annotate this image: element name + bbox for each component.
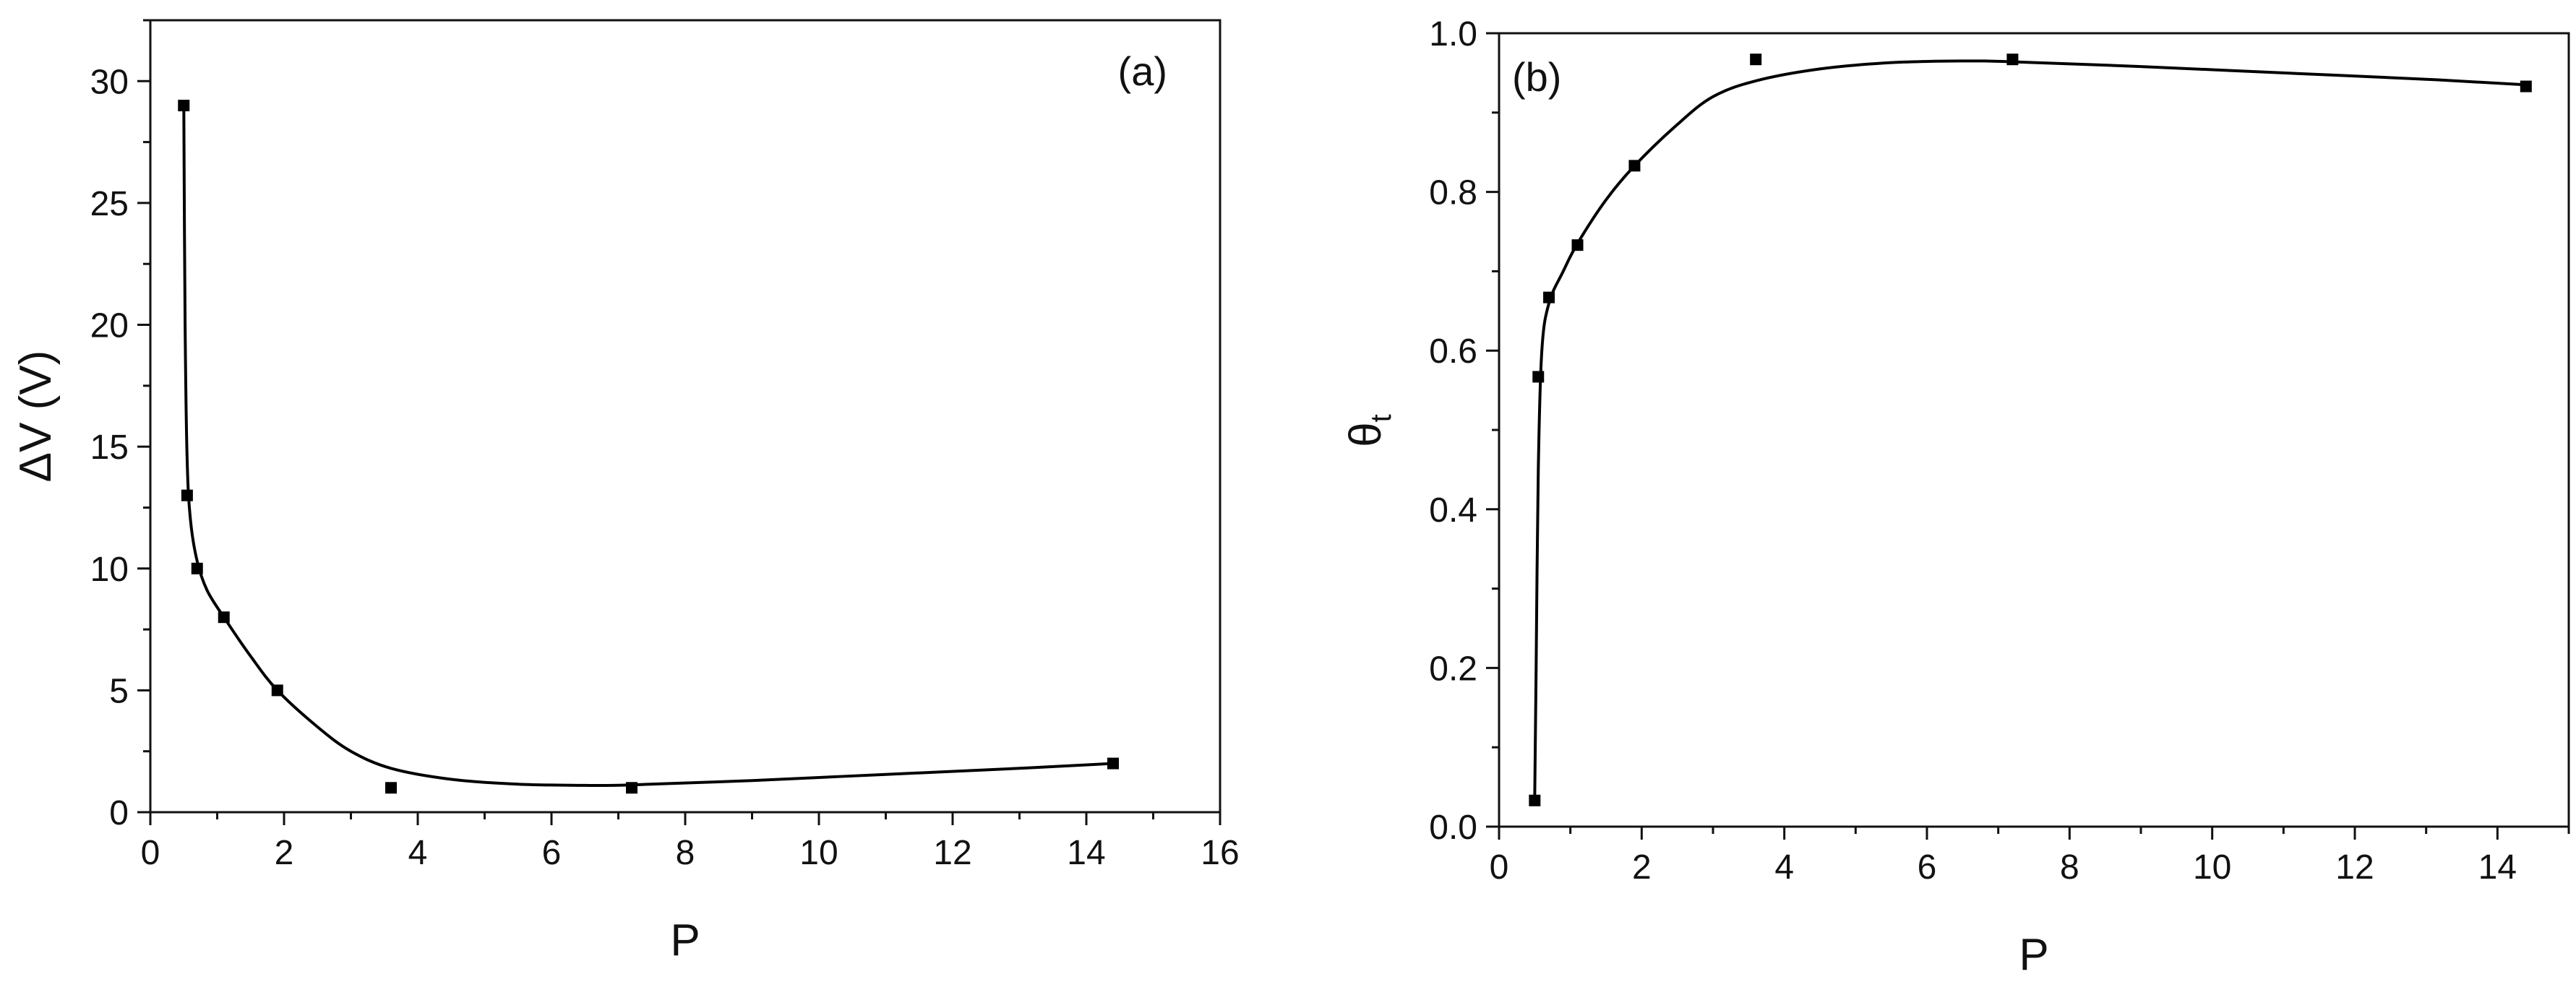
x-tick-label-a: 14 bbox=[1067, 834, 1105, 872]
plot-frame-b bbox=[1498, 32, 2570, 828]
x-tick-label-b: 0 bbox=[1490, 848, 1509, 887]
x-tick-label-a: 16 bbox=[1201, 834, 1239, 872]
data-point-a bbox=[218, 611, 230, 624]
y-tick-label-b: 0.2 bbox=[1429, 650, 1477, 688]
data-point-a bbox=[191, 562, 203, 574]
markers-a bbox=[178, 100, 1119, 794]
y-tick-label-a: 0 bbox=[109, 794, 129, 832]
data-point-a bbox=[626, 782, 637, 794]
y-tick-label-b: 0.4 bbox=[1429, 491, 1477, 530]
y-axis-label-b-main: θ bbox=[1341, 422, 1391, 447]
data-point-b bbox=[1532, 371, 1545, 383]
markers-b bbox=[1529, 53, 2532, 806]
x-tick-label-b: 8 bbox=[2060, 848, 2079, 887]
data-point-a bbox=[271, 684, 283, 697]
fit-curve-b bbox=[1533, 59, 2526, 801]
fit-curve-a bbox=[182, 105, 1114, 788]
x-tick-label-b: 2 bbox=[1632, 848, 1652, 887]
x-tick-label-a: 10 bbox=[799, 834, 838, 872]
y-tick-label-b: 0.6 bbox=[1429, 332, 1477, 371]
plot-frame-a bbox=[149, 19, 1222, 814]
y-tick-label-a: 5 bbox=[109, 672, 129, 710]
y-axis-label-b: θt bbox=[1341, 414, 1397, 447]
tick-labels-a: 0 2 4 6 8 10 12 14 16 0 5 10 15 20 25 30 bbox=[90, 63, 1240, 872]
x-tick-label-b: 12 bbox=[2335, 848, 2374, 887]
data-point-b bbox=[2006, 53, 2019, 66]
data-point-b bbox=[1543, 291, 1555, 303]
data-point-a bbox=[385, 782, 397, 794]
ticks-b bbox=[1486, 32, 2570, 840]
y-tick-label-a: 25 bbox=[90, 185, 129, 223]
x-tick-label-b: 6 bbox=[1918, 848, 1937, 887]
data-point-b bbox=[1628, 160, 1641, 172]
x-tick-label-a: 2 bbox=[275, 834, 294, 872]
chart-panel-a: 0 2 4 6 8 10 12 14 16 0 5 10 15 20 25 30 (a) P ΔV (V) bbox=[11, 19, 1240, 965]
y-axis-label-b-sub: t bbox=[1365, 414, 1397, 422]
chart-panel-b: 0 2 4 6 8 10 12 14 0.0 0.2 0.4 0.6 0.8 1.0 (b) P θt bbox=[1341, 15, 2570, 980]
x-tick-label-b: 4 bbox=[1774, 848, 1794, 887]
panel-label-a: (a) bbox=[1118, 48, 1167, 94]
x-axis-label-b: P bbox=[2019, 930, 2048, 980]
data-point-b bbox=[2520, 80, 2532, 92]
ticks-a bbox=[137, 19, 1222, 825]
data-point-b bbox=[1571, 239, 1584, 251]
x-tick-label-a: 12 bbox=[933, 834, 971, 872]
x-tick-label-b: 10 bbox=[2193, 848, 2231, 887]
data-point-a bbox=[181, 489, 193, 501]
y-tick-label-a: 10 bbox=[90, 551, 129, 589]
y-tick-label-a: 20 bbox=[90, 307, 129, 345]
y-tick-label-b: 1.0 bbox=[1429, 15, 1477, 53]
y-tick-label-b: 0.8 bbox=[1429, 174, 1477, 212]
x-axis-label-a: P bbox=[670, 916, 700, 965]
x-tick-label-a: 6 bbox=[542, 834, 562, 872]
x-tick-label-b: 14 bbox=[2478, 848, 2517, 887]
y-tick-label-a: 30 bbox=[90, 63, 129, 101]
data-point-b bbox=[1750, 53, 1762, 66]
x-tick-label-a: 4 bbox=[408, 834, 428, 872]
x-tick-label-a: 0 bbox=[141, 834, 160, 872]
data-point-a bbox=[1107, 757, 1119, 770]
y-tick-label-a: 15 bbox=[90, 428, 129, 467]
x-tick-label-a: 8 bbox=[676, 834, 695, 872]
panel-label-b: (b) bbox=[1512, 54, 1561, 100]
y-tick-label-b: 0.0 bbox=[1429, 809, 1477, 847]
data-point-b bbox=[1529, 794, 1541, 806]
y-axis-label-a: ΔV (V) bbox=[11, 350, 61, 483]
tick-labels-b: 0 2 4 6 8 10 12 14 0.0 0.2 0.4 0.6 0.8 1.0 bbox=[1429, 15, 2517, 887]
data-point-a bbox=[178, 100, 190, 112]
